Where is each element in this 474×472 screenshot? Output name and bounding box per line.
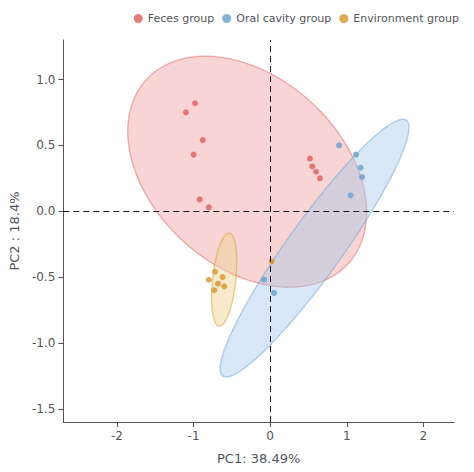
- svg-text:0.0: 0.0: [36, 204, 55, 218]
- svg-text:-2: -2: [111, 429, 123, 443]
- svg-text:-1.0: -1.0: [32, 336, 55, 350]
- svg-text:Environment group: Environment group: [353, 12, 459, 25]
- svg-text:PC1: 38.49%: PC1: 38.49%: [217, 451, 300, 466]
- svg-text:-1.5: -1.5: [32, 402, 55, 416]
- svg-text:2: 2: [420, 429, 428, 443]
- svg-text:0: 0: [266, 429, 274, 443]
- svg-text:0.5: 0.5: [36, 138, 55, 152]
- svg-text:-1: -1: [188, 429, 200, 443]
- svg-text:1: 1: [343, 429, 351, 443]
- svg-text:PC2 : 18.4%: PC2 : 18.4%: [7, 191, 22, 270]
- svg-text:Oral cavity group: Oral cavity group: [236, 12, 331, 25]
- svg-text:-0.5: -0.5: [32, 270, 55, 284]
- svg-text:Feces group: Feces group: [148, 12, 215, 25]
- svg-text:1.0: 1.0: [36, 73, 55, 87]
